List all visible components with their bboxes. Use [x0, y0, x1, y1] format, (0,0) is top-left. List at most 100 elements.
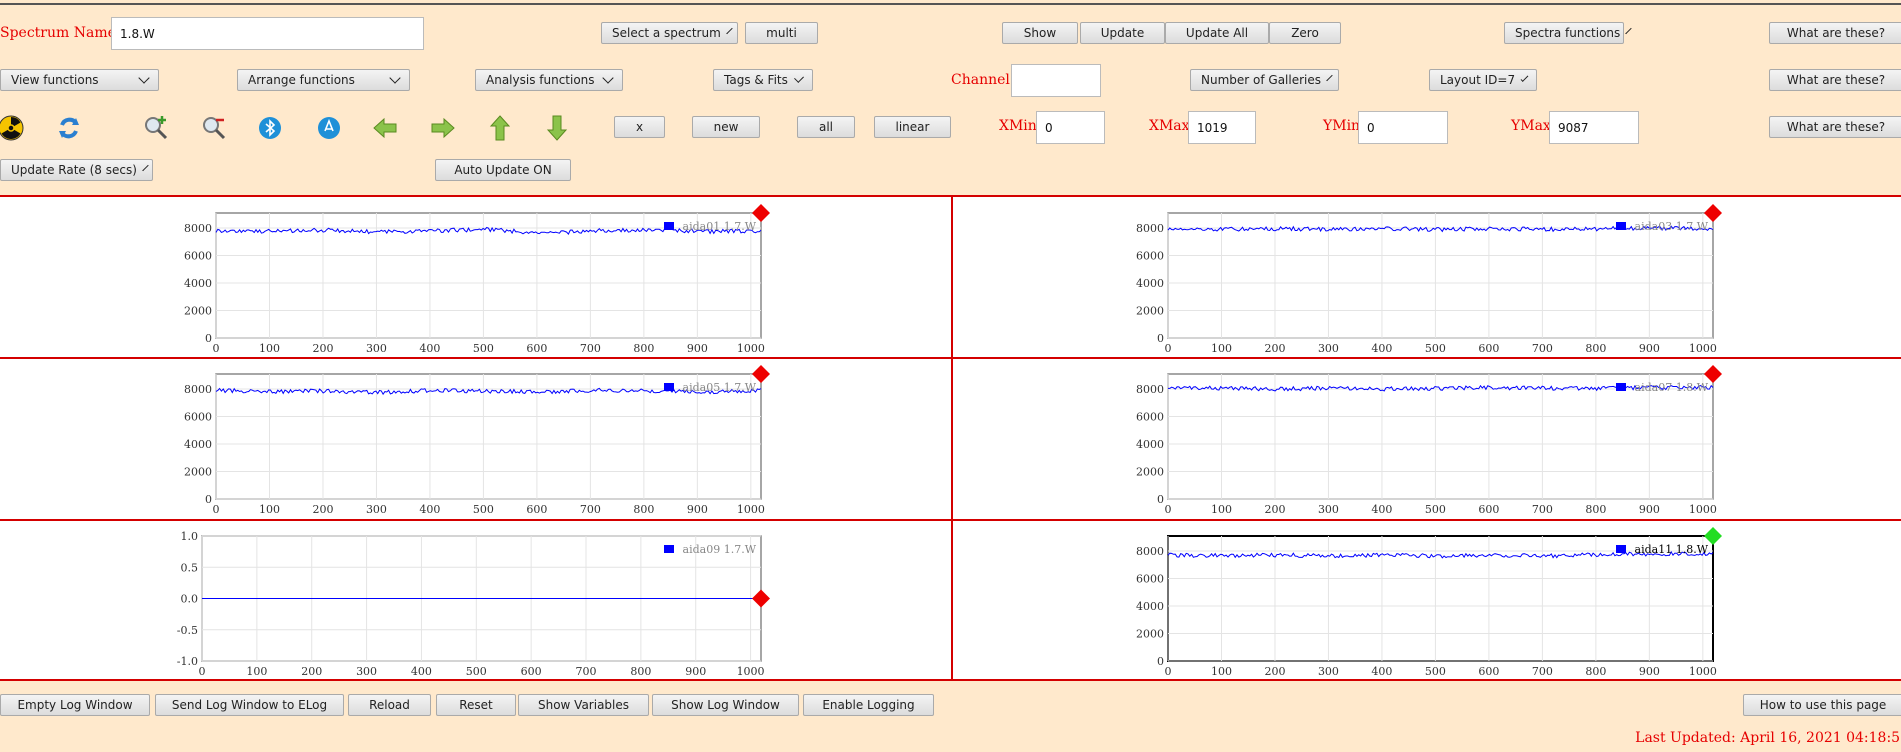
x-tick-label: 400	[1371, 503, 1392, 516]
zero-button[interactable]: Zero	[1269, 22, 1341, 44]
ymax-label: YMax	[1511, 118, 1551, 134]
x-button[interactable]: x	[614, 116, 665, 138]
ymin-input[interactable]: 0	[1358, 111, 1448, 144]
radiation-icon[interactable]	[0, 115, 24, 141]
x-tick-label: 100	[1211, 665, 1232, 678]
show-log-window-button[interactable]: Show Log Window	[652, 694, 799, 716]
layout-id-dropdown[interactable]: Layout ID=7	[1429, 69, 1537, 91]
x-tick-label: 200	[1264, 342, 1285, 355]
y-tick-label: 8000	[1136, 383, 1164, 396]
new-button[interactable]: new	[692, 116, 760, 138]
tags-fits-label: Tags & Fits	[724, 73, 788, 87]
x-tick-label: 500	[466, 665, 487, 678]
send-log-to-elog-button[interactable]: Send Log Window to ELog	[155, 694, 344, 716]
what-are-these-button-3[interactable]: What are these?	[1769, 116, 1901, 138]
multi-button[interactable]: multi	[745, 22, 818, 44]
layout-id-label: Layout ID=7	[1440, 73, 1516, 87]
reset-button[interactable]: Reset	[436, 694, 516, 716]
arrange-functions-dropdown[interactable]: Arrange functions	[237, 69, 410, 91]
y-tick-label: 6000	[1136, 249, 1164, 262]
view-functions-label: View functions	[11, 73, 99, 87]
spectra-functions-dropdown[interactable]: Spectra functions	[1504, 22, 1632, 44]
x-tick-label: 900	[685, 665, 706, 678]
x-tick-label: 800	[633, 503, 654, 516]
zoom-in-icon[interactable]	[143, 115, 169, 141]
xmin-input[interactable]: 0	[1036, 111, 1105, 144]
view-functions-dropdown[interactable]: View functions	[0, 69, 159, 91]
how-to-use-button[interactable]: How to use this page	[1743, 694, 1901, 716]
xmin-label: XMin	[999, 118, 1037, 134]
y-tick-label: 8000	[184, 383, 212, 396]
tags-fits-dropdown[interactable]: Tags & Fits	[713, 69, 813, 91]
update-all-button[interactable]: Update All	[1165, 22, 1269, 44]
plot-area	[215, 212, 762, 339]
chart-panel-2[interactable]: 0 100 200 300 400 500 600 700 800 900 1000 0 2000 400…	[1136, 204, 1722, 355]
auto-update-button[interactable]: Auto Update ON	[435, 159, 571, 181]
x-tick-label: 900	[1639, 503, 1660, 516]
arrow-left-icon[interactable]	[372, 115, 398, 141]
chart-panel-3[interactable]: 0 100 200 300 400 500 600 700 800 900 1000 0 2000 400…	[184, 365, 770, 516]
chart-panel-1[interactable]: 0 100 200 300 400 500 600 700 800 900 1000 0 2000 400…	[184, 204, 770, 355]
x-tick-label: 400	[419, 503, 440, 516]
bluetooth-expand-icon[interactable]	[257, 115, 283, 141]
y-tick-label: 6000	[184, 410, 212, 423]
all-button[interactable]: all	[797, 116, 855, 138]
refresh-icon[interactable]	[56, 115, 82, 141]
y-tick-label: 0	[1157, 493, 1164, 506]
x-tick-label: 300	[366, 503, 387, 516]
number-of-galleries-label: Number of Galleries	[1201, 73, 1322, 87]
x-tick-label: 500	[1425, 503, 1446, 516]
zoom-out-icon[interactable]	[201, 115, 227, 141]
chart-panel-4[interactable]: 0 100 200 300 400 500 600 700 800 900 1000 0 2000 400…	[1136, 365, 1722, 516]
show-variables-button[interactable]: Show Variables	[518, 694, 649, 716]
number-of-galleries-dropdown[interactable]: Number of Galleries	[1190, 69, 1339, 91]
arrow-right-icon[interactable]	[430, 115, 456, 141]
gallery-vertical-divider	[951, 195, 953, 681]
spectrum-name-input[interactable]: 1.8.W	[111, 17, 424, 50]
legend-swatch	[1616, 383, 1626, 391]
legend-label: aida03 1.7.W	[1635, 220, 1709, 233]
x-tick-label: 500	[473, 342, 494, 355]
channel-input[interactable]	[1011, 64, 1101, 97]
x-tick-label: 800	[633, 342, 654, 355]
what-are-these-button-2[interactable]: What are these?	[1769, 69, 1901, 91]
y-tick-label: 4000	[1136, 438, 1164, 451]
x-tick-label: 700	[1532, 342, 1553, 355]
x-tick-label: 200	[301, 665, 322, 678]
arrow-down-icon[interactable]	[544, 115, 570, 141]
linear-button[interactable]: linear	[874, 116, 951, 138]
select-spectrum-dropdown[interactable]: Select a spectrum	[601, 22, 738, 44]
top-rule	[0, 3, 1901, 5]
last-updated-text: Last Updated: April 16, 2021 04:18:58	[1635, 730, 1901, 746]
x-tick-label: 600	[526, 342, 547, 355]
update-button[interactable]: Update	[1080, 22, 1165, 44]
enable-logging-button[interactable]: Enable Logging	[803, 694, 934, 716]
x-tick-label: 100	[259, 342, 280, 355]
x-tick-label: 900	[687, 503, 708, 516]
x-tick-label: 100	[1211, 503, 1232, 516]
chart-panel-5[interactable]: 0 100 200 300 400 500 600 700 800 900 1000 -1.0 -0.5…	[177, 530, 770, 678]
xmax-input[interactable]: 1019	[1188, 111, 1256, 144]
y-tick-label: 6000	[1136, 410, 1164, 423]
show-button[interactable]: Show	[1002, 22, 1078, 44]
bluetooth-contract-icon[interactable]	[316, 115, 342, 141]
x-tick-label: 700	[580, 503, 601, 516]
ymax-input[interactable]: 9087	[1549, 111, 1639, 144]
arrow-up-icon[interactable]	[487, 115, 513, 141]
analysis-functions-dropdown[interactable]: Analysis functions	[475, 69, 623, 91]
x-tick-label: 700	[580, 342, 601, 355]
x-tick-label: 200	[312, 503, 333, 516]
legend-swatch	[664, 545, 674, 553]
update-rate-dropdown[interactable]: Update Rate (8 secs)	[0, 159, 153, 181]
x-tick-label: 0	[1165, 503, 1172, 516]
legend-label: aida09 1.7.W	[683, 543, 757, 556]
status-marker-icon	[752, 204, 770, 222]
xmax-label: XMax	[1149, 118, 1190, 134]
empty-log-window-button[interactable]: Empty Log Window	[0, 694, 150, 716]
reload-button[interactable]: Reload	[348, 694, 431, 716]
chart-panel-6[interactable]: 0 100 200 300 400 500 600 700 800 900 1000 0 2000 400…	[1136, 527, 1722, 678]
x-tick-label: 1000	[1689, 342, 1717, 355]
what-are-these-button-1[interactable]: What are these?	[1769, 22, 1901, 44]
legend-label: aida01 1.7.W	[683, 220, 757, 233]
